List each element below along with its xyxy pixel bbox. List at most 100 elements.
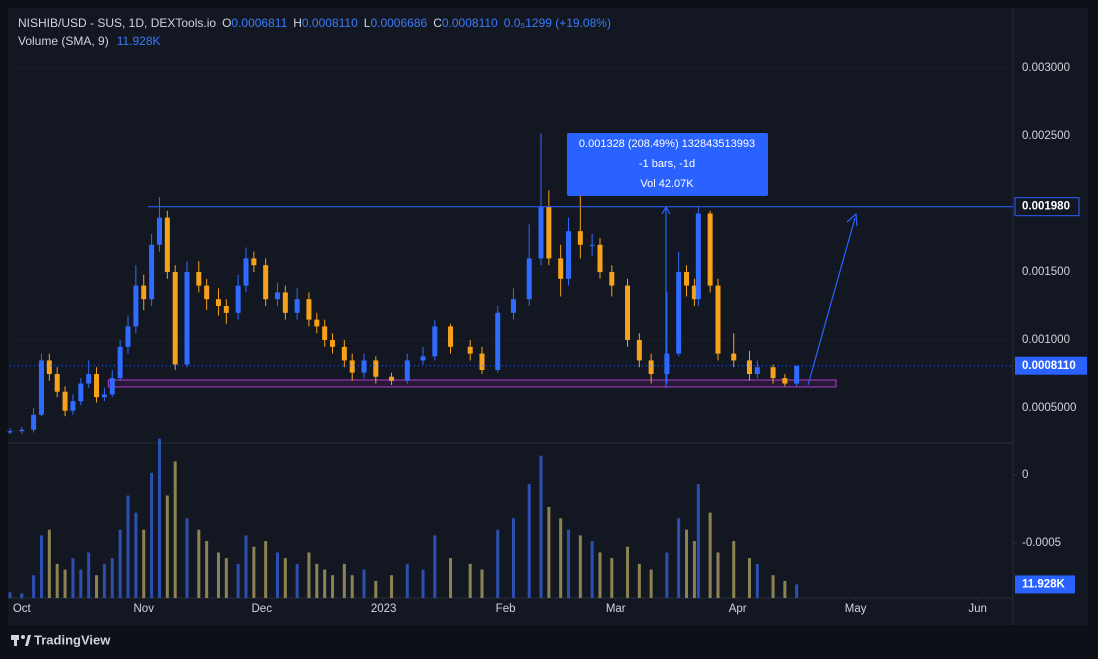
candle-body [306,299,312,320]
candle-body [172,271,178,365]
volume-bar [696,484,700,598]
volume-bar [55,563,59,598]
candle-body [558,258,564,279]
volume-bar [350,575,354,598]
volume-bar [95,575,99,598]
x-tick-label: Feb [496,603,516,615]
candle-body [54,374,60,392]
candle-body [149,244,155,300]
y2-tick-label: -0.0005 [1022,537,1061,549]
volume-bar [283,558,287,598]
candle-body [510,299,516,313]
volume-bar [677,518,681,598]
tag: H [293,16,302,30]
volume-bar [567,529,571,598]
candle-body [341,346,347,361]
candle-body [204,285,210,300]
candle-body [361,360,367,373]
volume-bar [527,484,531,598]
volume-bar [197,529,201,598]
volume-bar [71,558,75,598]
candle-body [243,258,249,286]
measure-text: 0.001328 (208.49%) 132843513993 [579,138,755,150]
price-label-box [1014,197,1080,217]
volume-bar [421,569,425,598]
candle-body [215,299,221,307]
volume-bar [539,455,543,598]
volume-bar [63,569,67,598]
candle-body [314,319,320,327]
candle-body [479,353,485,370]
volume-bar [637,563,641,598]
x-tick-label: May [845,603,867,615]
tag: C [433,16,442,30]
candle-body [794,365,800,384]
volume-bar [405,563,409,598]
volume-bar [511,518,515,598]
candle-body [86,374,92,384]
volume-bar [649,569,653,598]
footer-brand: TradingView [34,632,111,647]
candle-body [282,292,288,313]
candle-body [664,353,670,375]
candle-body [538,206,544,259]
volume-bar [771,575,775,598]
candle-body [184,271,190,365]
volume-bar [331,575,335,598]
volume-bar [547,506,551,598]
candle-body [125,326,131,347]
candle-body [235,285,241,313]
volume-bar [783,580,787,598]
volume-bar [610,558,614,598]
volume-bar [626,546,630,598]
candle-body [546,206,552,259]
candle-body [70,401,76,411]
candle-body [46,360,52,375]
candle-body [349,360,355,373]
volume-bar [342,563,346,598]
candle-body [770,367,776,379]
candle-body [636,340,642,361]
candle-body [676,271,682,354]
y-tick-label: 0.001500 [1022,266,1070,278]
candle-body [322,326,328,341]
volume-bar [185,518,189,598]
close: 0.0008110 [442,16,498,30]
volume-bar [110,558,114,598]
volume-bar [134,512,138,598]
candle-body [420,356,426,361]
y-tick-label: 0.002500 [1022,130,1070,142]
volume-bar [692,541,696,598]
volume-title: Volume (SMA, 9) [18,34,109,48]
candle-body [782,378,788,384]
candle-body [754,367,760,375]
candle-body [389,376,395,381]
volume-value: 11.928K [117,34,161,48]
candle-body [156,217,162,245]
measure-text: Vol 42.07K [640,178,694,190]
volume-bar [264,541,268,598]
candle-body [684,271,690,286]
volume-sma-box [1015,575,1075,594]
volume-bar [315,563,319,598]
candle-body [495,312,501,370]
volume-bar [496,529,500,598]
candle-body [648,360,654,375]
volume-bar [795,584,799,598]
x-tick-label: Dec [252,603,273,615]
logo [11,635,31,646]
volume-bar [8,592,12,598]
volume-bar [323,569,327,598]
volume-bar [236,563,240,598]
candle-body [589,244,595,246]
volume-bar [480,569,484,598]
candle-body [695,213,701,300]
change: 0.0₅1299 (+19.08%) [504,16,611,30]
volume-bar [39,535,43,598]
candle-body [274,292,280,300]
volume-bar [118,529,122,598]
candle-body [597,244,603,272]
legend-header: NISHIB/USD - SUS, 1D, DEXTools.io O0.0006… [18,16,611,30]
candle-body [691,285,697,300]
